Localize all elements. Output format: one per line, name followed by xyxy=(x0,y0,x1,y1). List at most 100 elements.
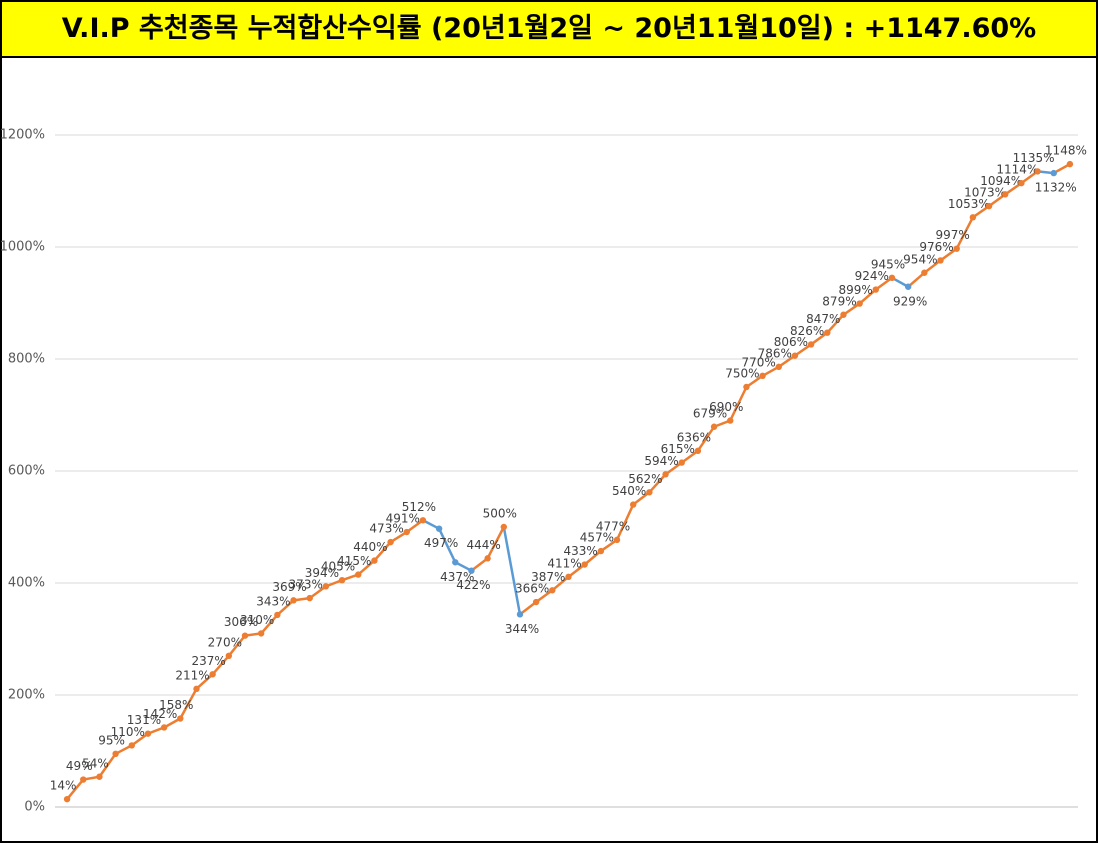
point xyxy=(96,773,103,780)
data-label: 433% xyxy=(564,544,598,558)
point xyxy=(856,300,863,307)
data-label: 512% xyxy=(402,500,436,514)
point xyxy=(969,214,977,221)
point xyxy=(807,341,815,348)
line-segment xyxy=(826,313,845,334)
point xyxy=(1034,168,1041,175)
data-label: 237% xyxy=(192,654,226,668)
data-label: 422% xyxy=(456,578,490,592)
line-segment xyxy=(728,385,748,422)
point xyxy=(678,459,685,466)
chart-title: V.I.P 추천종목 누적합산수익률 (20년1월2일 ~ 20년11월10일)… xyxy=(2,2,1096,58)
line-segment xyxy=(567,563,586,579)
point xyxy=(921,269,928,276)
point xyxy=(953,245,960,252)
data-label: 394% xyxy=(305,566,339,580)
point xyxy=(694,447,702,455)
data-label: 110% xyxy=(111,725,145,739)
data-label: 1094% xyxy=(980,174,1022,188)
data-label: 924% xyxy=(855,269,889,283)
y-tick-label: 1200% xyxy=(0,128,45,143)
line-segment xyxy=(130,732,150,747)
point xyxy=(484,555,491,562)
y-tick-label: 200% xyxy=(8,688,45,703)
data-label: 594% xyxy=(644,454,678,468)
point xyxy=(613,536,621,544)
data-label: 477% xyxy=(596,519,630,533)
point xyxy=(257,630,265,637)
data-label: 142% xyxy=(143,707,177,721)
data-label: 562% xyxy=(628,472,662,486)
line-segment xyxy=(874,276,894,291)
point xyxy=(241,632,249,639)
line-segment xyxy=(955,216,975,250)
point xyxy=(306,594,313,602)
point xyxy=(791,352,799,359)
point xyxy=(1018,179,1025,187)
line-segment xyxy=(939,247,958,262)
point xyxy=(985,202,993,210)
line-segment xyxy=(842,302,861,317)
point xyxy=(904,283,912,290)
line-segment xyxy=(98,752,117,779)
point xyxy=(516,611,524,618)
line-segment xyxy=(405,519,425,534)
data-label: 770% xyxy=(741,355,775,369)
line-segment xyxy=(793,343,813,357)
point xyxy=(727,417,734,424)
point xyxy=(290,597,297,604)
point xyxy=(128,742,135,749)
point xyxy=(419,517,427,524)
data-label: 411% xyxy=(547,556,581,570)
data-label: 1132% xyxy=(1035,181,1077,195)
data-label: 1148% xyxy=(1045,144,1087,158)
data-label: 879% xyxy=(822,294,856,308)
data-label: 415% xyxy=(337,554,371,568)
data-label: 847% xyxy=(806,312,840,326)
line-segment xyxy=(696,425,716,453)
line-segment xyxy=(518,600,538,616)
point xyxy=(371,557,378,564)
point xyxy=(824,329,831,336)
point xyxy=(1002,191,1009,198)
line-segment xyxy=(195,673,214,691)
line-segment xyxy=(373,540,392,562)
data-label: 444% xyxy=(466,538,500,552)
y-tick-label: 800% xyxy=(8,352,45,367)
point xyxy=(743,383,750,391)
data-label: 54% xyxy=(82,756,109,770)
data-label: 750% xyxy=(725,367,759,381)
line-segment xyxy=(987,193,1007,208)
data-label: 211% xyxy=(175,668,209,682)
point xyxy=(435,525,443,532)
data-label: 343% xyxy=(256,594,290,608)
point xyxy=(775,363,782,371)
data-label: 806% xyxy=(774,335,808,349)
line-segment xyxy=(534,589,554,604)
data-label: 997% xyxy=(936,228,970,242)
data-label: 14% xyxy=(50,779,77,793)
point xyxy=(888,274,896,281)
point xyxy=(225,652,233,659)
data-label: 310% xyxy=(240,613,274,627)
point xyxy=(565,573,572,581)
data-label: 899% xyxy=(838,283,872,297)
line-segment xyxy=(356,559,376,576)
data-label: 945% xyxy=(871,257,905,271)
data-label: 437% xyxy=(440,570,474,584)
point xyxy=(646,489,653,496)
point xyxy=(710,423,718,430)
data-label: 306% xyxy=(224,615,258,629)
line-segment xyxy=(551,575,570,592)
line-segment xyxy=(631,491,651,506)
line-segment xyxy=(809,331,829,346)
line-segment xyxy=(259,613,279,635)
data-label: 636% xyxy=(677,430,711,444)
data-label: 270% xyxy=(208,635,242,649)
data-label: 1114% xyxy=(996,163,1038,177)
point xyxy=(597,547,605,555)
line-segment xyxy=(615,503,635,542)
data-label: 826% xyxy=(790,324,824,338)
data-label: 540% xyxy=(612,484,646,498)
